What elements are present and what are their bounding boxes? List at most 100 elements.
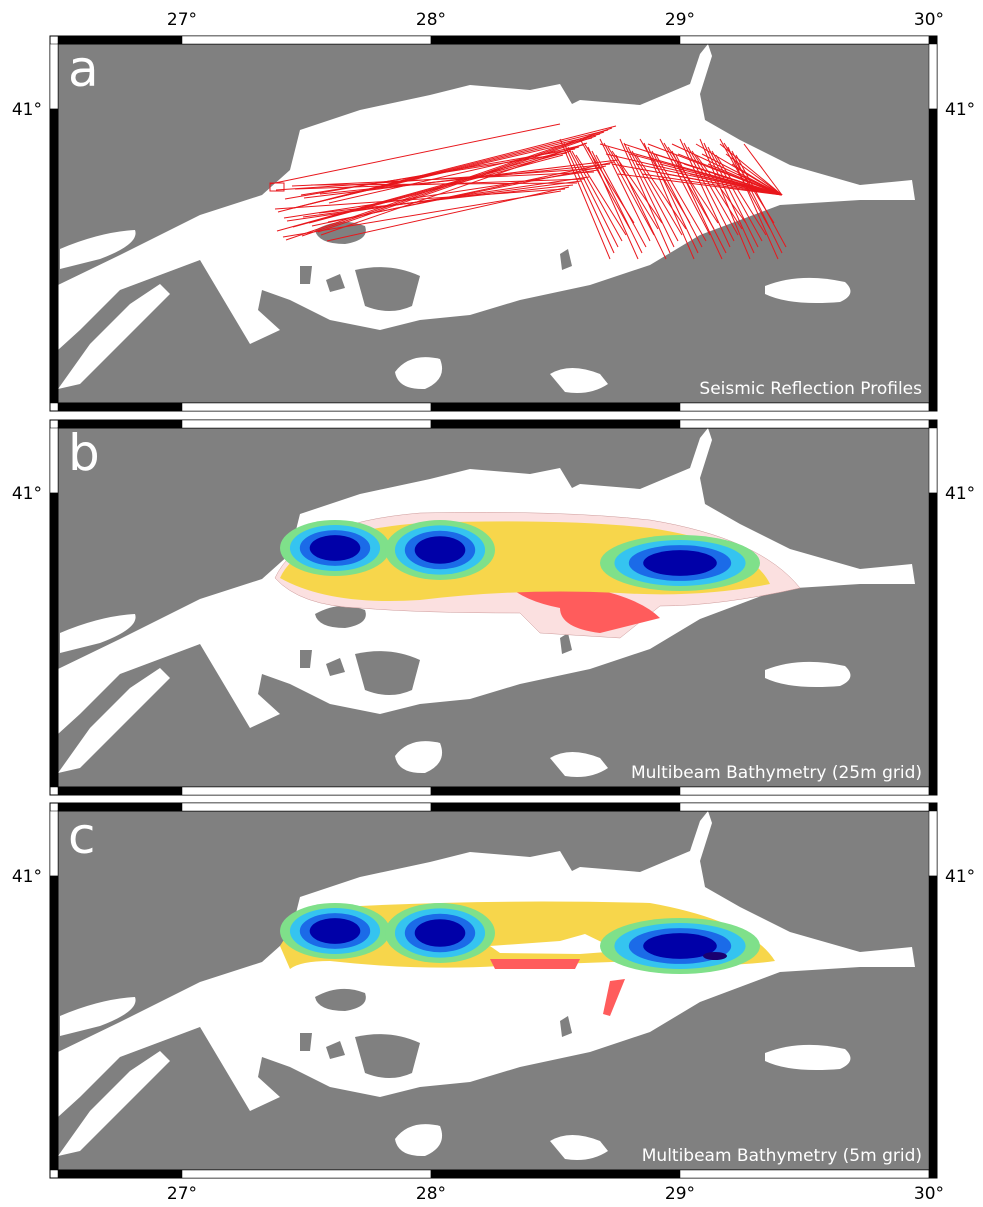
lat-label: 41°: [12, 484, 42, 504]
map-area: [58, 44, 929, 403]
seismic-line: [659, 138, 711, 236]
map-area: [58, 428, 929, 787]
seismic-line: [615, 154, 667, 260]
seismic-line: [665, 173, 783, 196]
frame-bar: [181, 786, 432, 796]
seismic-line: [617, 173, 783, 196]
seismic-line: [283, 169, 599, 219]
seismic-line: [663, 142, 715, 230]
map-panel: 41° 41° a Seismic Reflection Profiles: [12, 35, 975, 412]
seismic-line: [707, 163, 783, 196]
frame-bar: [679, 419, 930, 429]
frame-bar: [430, 1169, 681, 1179]
seismic-line: [619, 138, 671, 254]
lat-label: 41°: [12, 867, 42, 887]
lon-label: 30°: [914, 1184, 944, 1203]
frame-bar: [679, 402, 930, 412]
panel-caption: Multibeam Bathymetry (25m grid): [631, 763, 922, 783]
bathy-basin: [309, 535, 361, 561]
frame-bar: [928, 402, 938, 412]
frame-bar: [928, 492, 938, 788]
frame-bar: [181, 802, 432, 812]
map-panel: 41° 41° c Multibeam Bathymetry (5m grid): [12, 802, 975, 1179]
map-area: [58, 811, 929, 1170]
seismic-line: [675, 154, 727, 254]
seismic-line: [689, 173, 783, 196]
seismic-line: [595, 154, 647, 248]
seismic-line: [703, 142, 755, 254]
seismic-line: [308, 154, 564, 224]
seismic-line: [731, 150, 783, 254]
frame-bar: [928, 802, 938, 812]
bathy-basin: [643, 933, 717, 959]
frame-bar: [430, 419, 681, 429]
panel-caption: Seismic Reflection Profiles: [699, 379, 922, 399]
frame-bar: [679, 1169, 930, 1179]
frame-bar: [679, 786, 930, 796]
frame-bar: [49, 810, 59, 877]
frame-bar: [679, 802, 930, 812]
frame-bar: [928, 1169, 938, 1179]
seismic-box: [269, 182, 285, 192]
seismic-line: [641, 173, 783, 196]
lon-label: 30°: [914, 10, 944, 30]
lat-label: 41°: [945, 484, 975, 504]
seismic-line: [325, 137, 593, 201]
seismic-line: [282, 190, 562, 238]
seismic-line: [699, 138, 751, 260]
frame-bar: [679, 35, 930, 45]
lon-label: 29°: [665, 10, 695, 30]
lon-label: 28°: [416, 10, 446, 30]
lon-label: 27°: [167, 1184, 197, 1203]
seismic-line: [274, 188, 566, 210]
seismic-line: [655, 154, 707, 242]
seismic-line: [643, 142, 695, 260]
basemap: [58, 811, 929, 1170]
frame-bar: [430, 802, 681, 812]
map-panel: 41° 41° b Multibeam Bathymetry (25m grid): [12, 419, 975, 796]
frame-bar: [928, 419, 938, 429]
seismic-line: [735, 154, 787, 248]
seismic-line: [713, 173, 783, 196]
seismic-line: [743, 143, 783, 196]
seismic-line: [707, 146, 759, 248]
frame-bar: [430, 35, 681, 45]
frame-bar: [928, 875, 938, 1171]
seismic-line: [276, 146, 580, 232]
frame-bar: [49, 427, 59, 494]
lon-label: 29°: [665, 1184, 695, 1203]
seismic-line: [591, 150, 643, 254]
frame-bar: [49, 108, 59, 404]
seismic-line: [563, 142, 615, 254]
seismic-line: [269, 123, 561, 185]
seismic-line: [607, 146, 659, 230]
frame-bar: [430, 402, 681, 412]
seismic-line: [575, 154, 627, 236]
seismic-line: [292, 150, 572, 228]
frame-bar: [430, 786, 681, 796]
seismic-line: [291, 171, 595, 187]
frame-bar: [928, 43, 938, 110]
frame-bar: [57, 402, 183, 412]
bathy-basin: [414, 536, 466, 564]
seismic-line: [603, 142, 655, 236]
frame-bar: [181, 419, 432, 429]
seismic-line: [647, 146, 699, 254]
frame-bar: [49, 43, 59, 110]
panel-letter: b: [68, 424, 100, 482]
frame-bar: [57, 786, 183, 796]
seismic-line: [571, 150, 623, 242]
bathy-basin: [643, 550, 717, 576]
frame-bar: [181, 402, 432, 412]
seismic-line: [635, 154, 687, 230]
seismic-line: [719, 143, 783, 196]
seismic-line: [725, 153, 783, 196]
lon-label: 27°: [167, 10, 197, 30]
seismic-line: [284, 148, 576, 200]
lon-label: 28°: [416, 1184, 446, 1203]
frame-bar: [49, 875, 59, 1171]
lat-label: 41°: [945, 100, 975, 120]
frame-bar: [49, 492, 59, 788]
